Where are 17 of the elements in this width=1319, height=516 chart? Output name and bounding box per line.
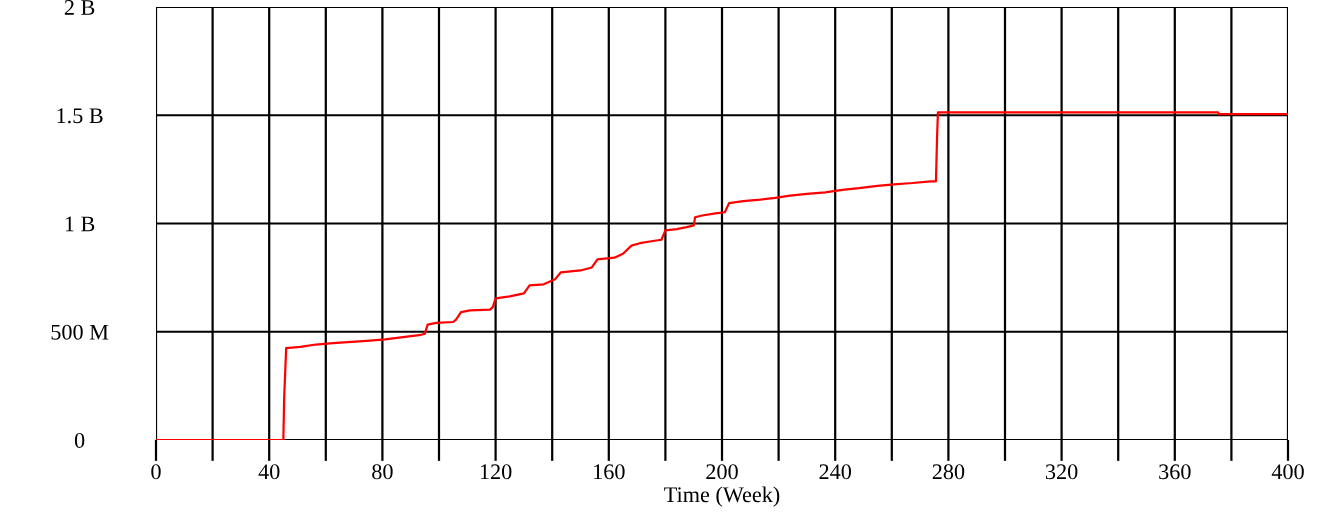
x-tick-label: 120 (480, 464, 512, 480)
y-tick-label: 500 M (51, 324, 109, 340)
x-tick-label: 80 (372, 464, 393, 480)
x-tick-label: 200 (706, 464, 738, 480)
y-tick-label: 2 B (64, 0, 95, 15)
x-axis-title: Time (Week) (664, 486, 780, 507)
y-tick-label: 1 B (65, 216, 95, 232)
x-tick-label: 320 (1046, 464, 1078, 480)
y-tick-label: 0 (74, 432, 85, 448)
x-tick-label: 240 (819, 464, 852, 480)
x-tick-label: 0 (151, 464, 161, 480)
x-tick-label: 280 (932, 464, 965, 480)
x-tick-label: 360 (1159, 464, 1191, 480)
x-tick-label: 400 (1271, 464, 1304, 480)
y-tick-label: 1.5 B (57, 108, 103, 124)
x-tick-label: 40 (258, 464, 280, 480)
x-tick-label: 160 (594, 464, 625, 480)
